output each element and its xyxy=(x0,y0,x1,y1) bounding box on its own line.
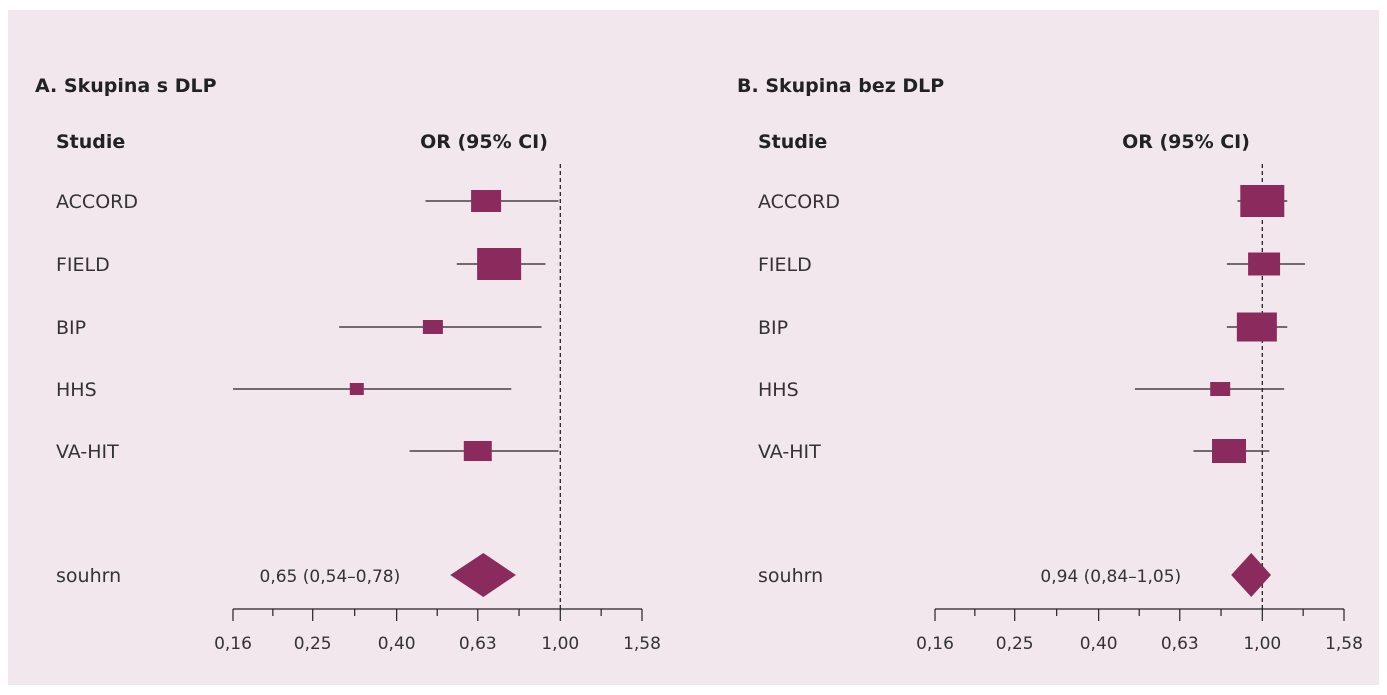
summary-value-label: 0,94 (0,84–1,05) xyxy=(1040,567,1181,587)
study-effect-marker xyxy=(349,383,364,395)
study-label: ACCORD xyxy=(758,191,840,213)
study-effect-marker xyxy=(463,441,492,461)
study-effect-marker xyxy=(477,248,522,280)
study-effect-marker xyxy=(422,320,443,334)
study-label: BIP xyxy=(56,317,86,339)
summary-label: souhrn xyxy=(56,565,121,587)
study-effect-marker xyxy=(471,190,502,212)
forest-plot-svg: A. Skupina s DLP Studie OR (95% CI) ACCORD F… xyxy=(35,75,1363,654)
summary-label: souhrn xyxy=(758,565,823,587)
study-label: HHS xyxy=(56,379,97,401)
x-axis-tick-label: 0,40 xyxy=(1080,634,1118,654)
panel-title: B. Skupina bez DLP xyxy=(737,75,944,97)
study-label: FIELD xyxy=(758,254,812,276)
study-label: VA-HIT xyxy=(56,441,119,463)
study-label: HHS xyxy=(758,379,799,401)
x-axis-tick-label: 0,25 xyxy=(294,634,332,654)
x-axis-tick-label: 1,00 xyxy=(1243,634,1281,654)
study-effect-marker xyxy=(1210,382,1231,396)
x-axis-tick-label: 0,63 xyxy=(459,634,497,654)
study-column-header: Studie xyxy=(56,131,125,153)
x-axis-tick-label: 0,63 xyxy=(1161,634,1199,654)
x-axis-tick-label: 0,16 xyxy=(916,634,954,654)
effect-column-header: OR (95% CI) xyxy=(420,131,548,153)
study-label: FIELD xyxy=(56,254,110,276)
study-effect-marker xyxy=(1240,185,1285,217)
study-label: BIP xyxy=(758,317,788,339)
summary-diamond xyxy=(1231,553,1272,597)
study-column-header: Studie xyxy=(758,131,827,153)
study-label: ACCORD xyxy=(56,191,138,213)
study-effect-marker xyxy=(1236,312,1277,342)
effect-column-header: OR (95% CI) xyxy=(1122,131,1250,153)
x-axis-tick-label: 0,25 xyxy=(996,634,1034,654)
summary-value-label: 0,65 (0,54–0,78) xyxy=(260,567,401,587)
x-axis-tick-label: 1,58 xyxy=(623,634,661,654)
study-effect-marker xyxy=(1212,439,1247,463)
x-axis-tick-label: 1,00 xyxy=(541,634,579,654)
panel-title: A. Skupina s DLP xyxy=(35,75,217,97)
study-label: VA-HIT xyxy=(758,441,821,463)
x-axis-tick-label: 0,40 xyxy=(378,634,416,654)
x-axis-tick-label: 0,16 xyxy=(214,634,252,654)
x-axis-tick-label: 1,58 xyxy=(1325,634,1363,654)
summary-diamond xyxy=(450,553,516,597)
study-effect-marker xyxy=(1248,252,1281,276)
forest-plot-figure: A. Skupina s DLP Studie OR (95% CI) ACCORD F… xyxy=(8,10,1379,685)
